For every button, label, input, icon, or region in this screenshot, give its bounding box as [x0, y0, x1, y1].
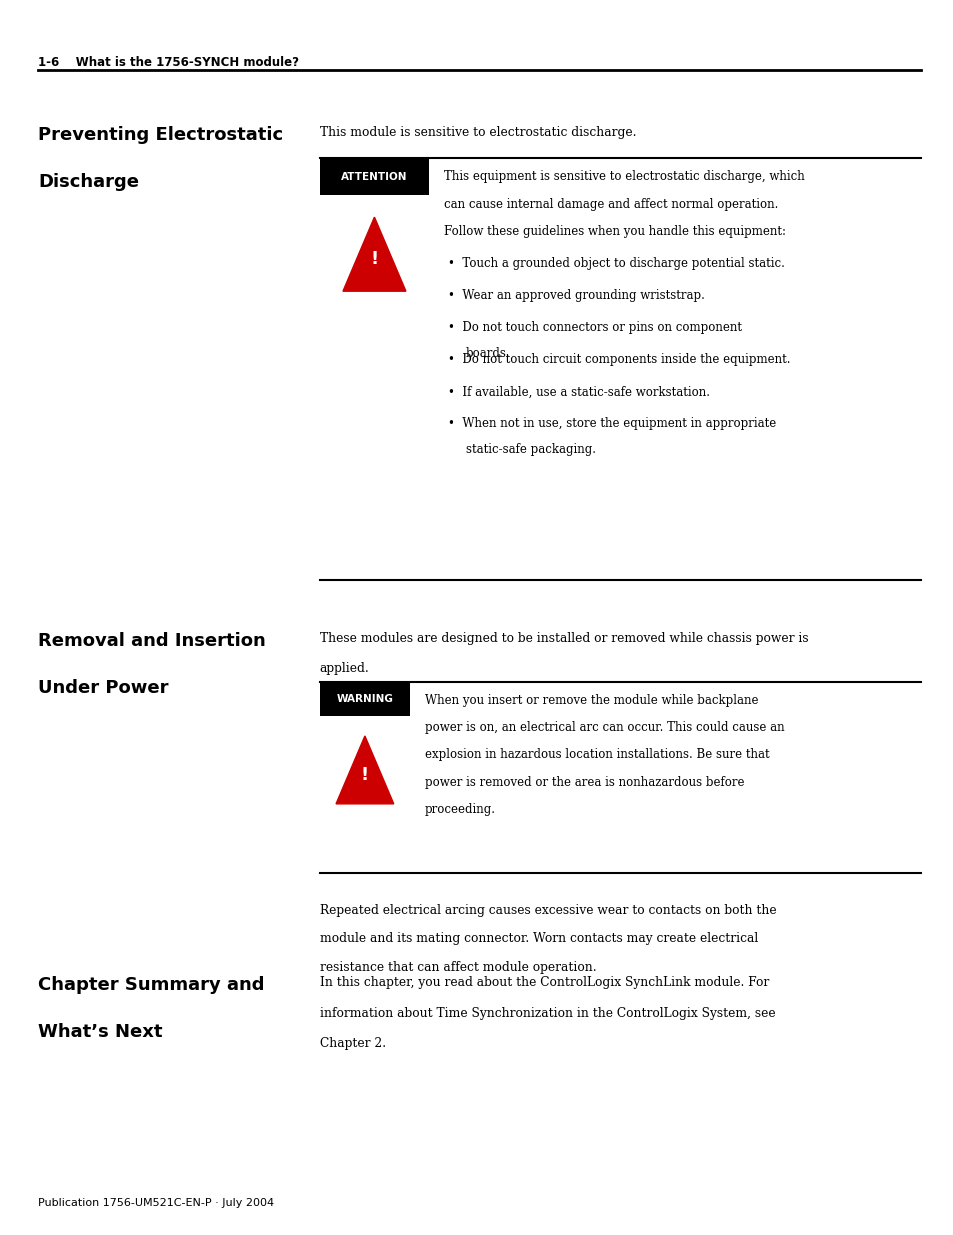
Text: This module is sensitive to electrostatic discharge.: This module is sensitive to electrostati…	[319, 126, 636, 140]
Text: Chapter 2.: Chapter 2.	[319, 1037, 385, 1051]
Text: •  Do not touch circuit components inside the equipment.: • Do not touch circuit components inside…	[448, 353, 790, 367]
Text: Follow these guidelines when you handle this equipment:: Follow these guidelines when you handle …	[443, 225, 784, 238]
Text: •  Do not touch connectors or pins on component: • Do not touch connectors or pins on com…	[448, 321, 741, 335]
Text: •  Touch a grounded object to discharge potential static.: • Touch a grounded object to discharge p…	[448, 257, 784, 270]
Text: What’s Next: What’s Next	[38, 1023, 163, 1041]
Text: can cause internal damage and affect normal operation.: can cause internal damage and affect nor…	[443, 198, 777, 211]
Polygon shape	[343, 217, 406, 291]
Text: ATTENTION: ATTENTION	[341, 172, 407, 182]
Text: Removal and Insertion: Removal and Insertion	[38, 632, 266, 651]
Text: information about Time Synchronization in the ControlLogix System, see: information about Time Synchronization i…	[319, 1007, 775, 1020]
Text: resistance that can affect module operation.: resistance that can affect module operat…	[319, 961, 596, 974]
Text: •  If available, use a static-safe workstation.: • If available, use a static-safe workst…	[448, 385, 710, 399]
Text: Under Power: Under Power	[38, 679, 169, 698]
Text: Preventing Electrostatic: Preventing Electrostatic	[38, 126, 283, 144]
Text: Discharge: Discharge	[38, 173, 139, 191]
Text: Chapter Summary and: Chapter Summary and	[38, 976, 264, 994]
FancyBboxPatch shape	[319, 682, 410, 716]
Text: proceeding.: proceeding.	[424, 803, 495, 816]
Text: •  When not in use, store the equipment in appropriate: • When not in use, store the equipment i…	[448, 417, 776, 431]
Text: boards.: boards.	[465, 347, 510, 359]
Text: Publication 1756-UM521C-EN-P · July 2004: Publication 1756-UM521C-EN-P · July 2004	[38, 1198, 274, 1208]
Text: In this chapter, you read about the ControlLogix SynchLink module. For: In this chapter, you read about the Cont…	[319, 976, 768, 989]
Text: When you insert or remove the module while backplane: When you insert or remove the module whi…	[424, 694, 758, 708]
Text: These modules are designed to be installed or removed while chassis power is: These modules are designed to be install…	[319, 632, 807, 646]
Text: WARNING: WARNING	[336, 694, 393, 704]
Text: !: !	[370, 251, 378, 268]
Text: •  Wear an approved grounding wriststrap.: • Wear an approved grounding wriststrap.	[448, 289, 704, 303]
Text: Repeated electrical arcing causes excessive wear to contacts on both the: Repeated electrical arcing causes excess…	[319, 904, 776, 918]
Text: power is on, an electrical arc can occur. This could cause an: power is on, an electrical arc can occur…	[424, 721, 783, 735]
Text: !: !	[360, 766, 369, 784]
FancyBboxPatch shape	[319, 158, 429, 195]
Text: applied.: applied.	[319, 662, 369, 676]
Text: 1-6    What is the 1756-SYNCH module?: 1-6 What is the 1756-SYNCH module?	[38, 56, 299, 69]
Text: static-safe packaging.: static-safe packaging.	[465, 443, 595, 456]
Polygon shape	[335, 736, 394, 804]
Text: module and its mating connector. Worn contacts may create electrical: module and its mating connector. Worn co…	[319, 932, 757, 946]
Text: explosion in hazardous location installations. Be sure that: explosion in hazardous location installa…	[424, 748, 768, 762]
Text: This equipment is sensitive to electrostatic discharge, which: This equipment is sensitive to electrost…	[443, 170, 803, 184]
Text: power is removed or the area is nonhazardous before: power is removed or the area is nonhazar…	[424, 776, 743, 789]
